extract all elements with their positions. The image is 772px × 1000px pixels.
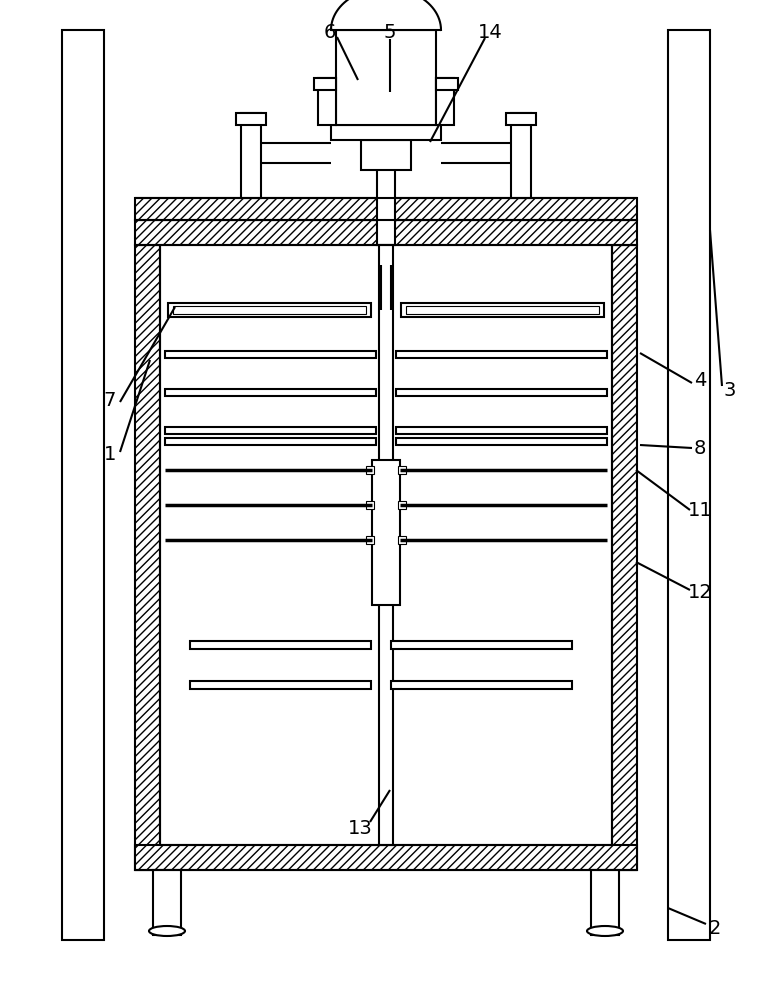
Text: 1: 1 bbox=[103, 446, 117, 464]
Text: 5: 5 bbox=[384, 22, 396, 41]
Ellipse shape bbox=[149, 926, 185, 936]
Bar bbox=[366, 536, 374, 544]
Bar bbox=[506, 113, 536, 125]
Bar bbox=[361, 140, 411, 170]
Text: 2: 2 bbox=[709, 918, 721, 938]
Bar bbox=[62, 30, 104, 940]
Bar bbox=[165, 427, 376, 434]
Bar bbox=[396, 438, 607, 445]
Bar bbox=[398, 536, 406, 544]
Bar bbox=[366, 501, 374, 509]
Bar bbox=[135, 845, 637, 870]
Bar bbox=[190, 641, 371, 649]
Polygon shape bbox=[331, 0, 441, 30]
Bar bbox=[377, 168, 395, 245]
Bar bbox=[401, 303, 604, 317]
Text: 4: 4 bbox=[694, 370, 706, 389]
Text: 13: 13 bbox=[347, 818, 372, 838]
Bar bbox=[236, 113, 266, 125]
Bar bbox=[165, 351, 376, 358]
Bar bbox=[336, 30, 436, 125]
Bar bbox=[153, 870, 181, 935]
Bar bbox=[135, 198, 637, 220]
Bar bbox=[396, 389, 607, 396]
Text: 14: 14 bbox=[478, 22, 503, 41]
Bar bbox=[331, 125, 441, 140]
Bar bbox=[398, 466, 406, 474]
Bar bbox=[391, 641, 572, 649]
Bar bbox=[396, 427, 607, 434]
Bar bbox=[372, 460, 400, 605]
Bar bbox=[612, 245, 637, 870]
Bar bbox=[135, 220, 637, 245]
Bar bbox=[591, 870, 619, 935]
Bar bbox=[398, 501, 406, 509]
Text: 3: 3 bbox=[724, 380, 736, 399]
Text: 8: 8 bbox=[694, 438, 706, 458]
Bar bbox=[436, 78, 458, 90]
Bar bbox=[168, 303, 371, 317]
Text: 7: 7 bbox=[103, 390, 117, 410]
Bar bbox=[396, 351, 607, 358]
Bar bbox=[436, 78, 454, 125]
Bar bbox=[314, 78, 336, 90]
Bar bbox=[391, 681, 572, 689]
Bar bbox=[165, 389, 376, 396]
Ellipse shape bbox=[587, 926, 623, 936]
Bar bbox=[190, 681, 371, 689]
Bar bbox=[406, 306, 599, 314]
Bar bbox=[366, 466, 374, 474]
Bar bbox=[173, 306, 366, 314]
Bar bbox=[511, 113, 531, 198]
Bar bbox=[379, 245, 393, 845]
Bar bbox=[135, 245, 160, 870]
Text: 12: 12 bbox=[688, 582, 713, 601]
Bar bbox=[668, 30, 710, 940]
Text: 11: 11 bbox=[688, 500, 713, 520]
Bar bbox=[241, 113, 261, 198]
Bar bbox=[318, 78, 336, 125]
Text: 6: 6 bbox=[323, 22, 336, 41]
Bar bbox=[165, 438, 376, 445]
